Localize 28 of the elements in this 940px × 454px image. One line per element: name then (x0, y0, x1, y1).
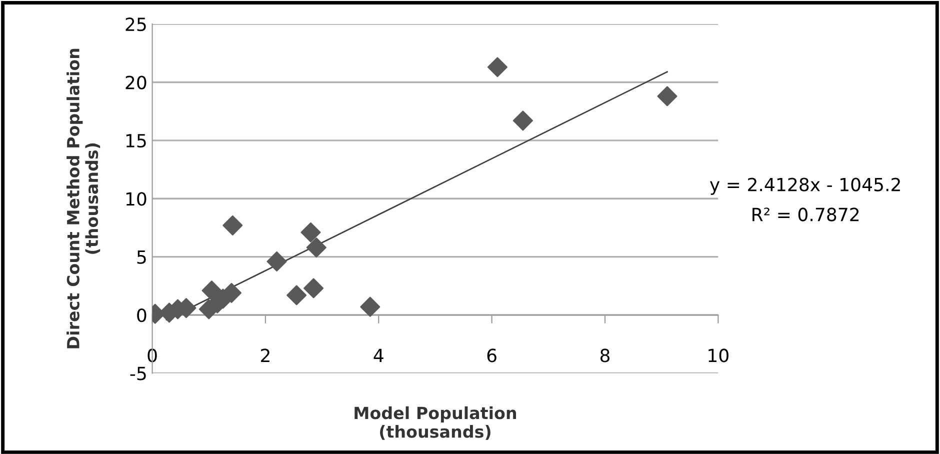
point (360, 296, 380, 317)
point (202, 280, 222, 301)
x-tick-label: 6 (487, 348, 496, 362)
point (286, 285, 307, 306)
point (304, 278, 324, 298)
y-tick-label: 10 (126, 192, 146, 206)
x-tick-label: 4 (374, 348, 384, 362)
y-axis-title: Direct Count Method Population (thousands) (66, 48, 100, 348)
point (300, 222, 321, 242)
y-tick-label: 20 (126, 76, 146, 90)
point (306, 237, 326, 258)
point (266, 251, 287, 272)
point (512, 110, 533, 131)
x-tick-label: 10 (708, 348, 728, 362)
point (487, 57, 508, 78)
point (222, 215, 243, 236)
x-axis-title: Model Population (thousands) (354, 406, 516, 440)
y-tick-label: 15 (126, 134, 146, 148)
x-tick-label: 0 (148, 348, 157, 362)
x-tick-label: 8 (600, 348, 610, 362)
point (657, 86, 678, 106)
y-tick-label: 25 (126, 18, 146, 32)
x-tick-label: 2 (261, 348, 270, 362)
text: R² = 0.7872 (752, 208, 859, 222)
y-tick-label: -5 (130, 366, 146, 380)
y-tick-label: 5 (137, 250, 146, 264)
y-tick-label: 0 (137, 308, 146, 322)
annotation: y = 2.4128x - 1045.2 (710, 178, 900, 195)
